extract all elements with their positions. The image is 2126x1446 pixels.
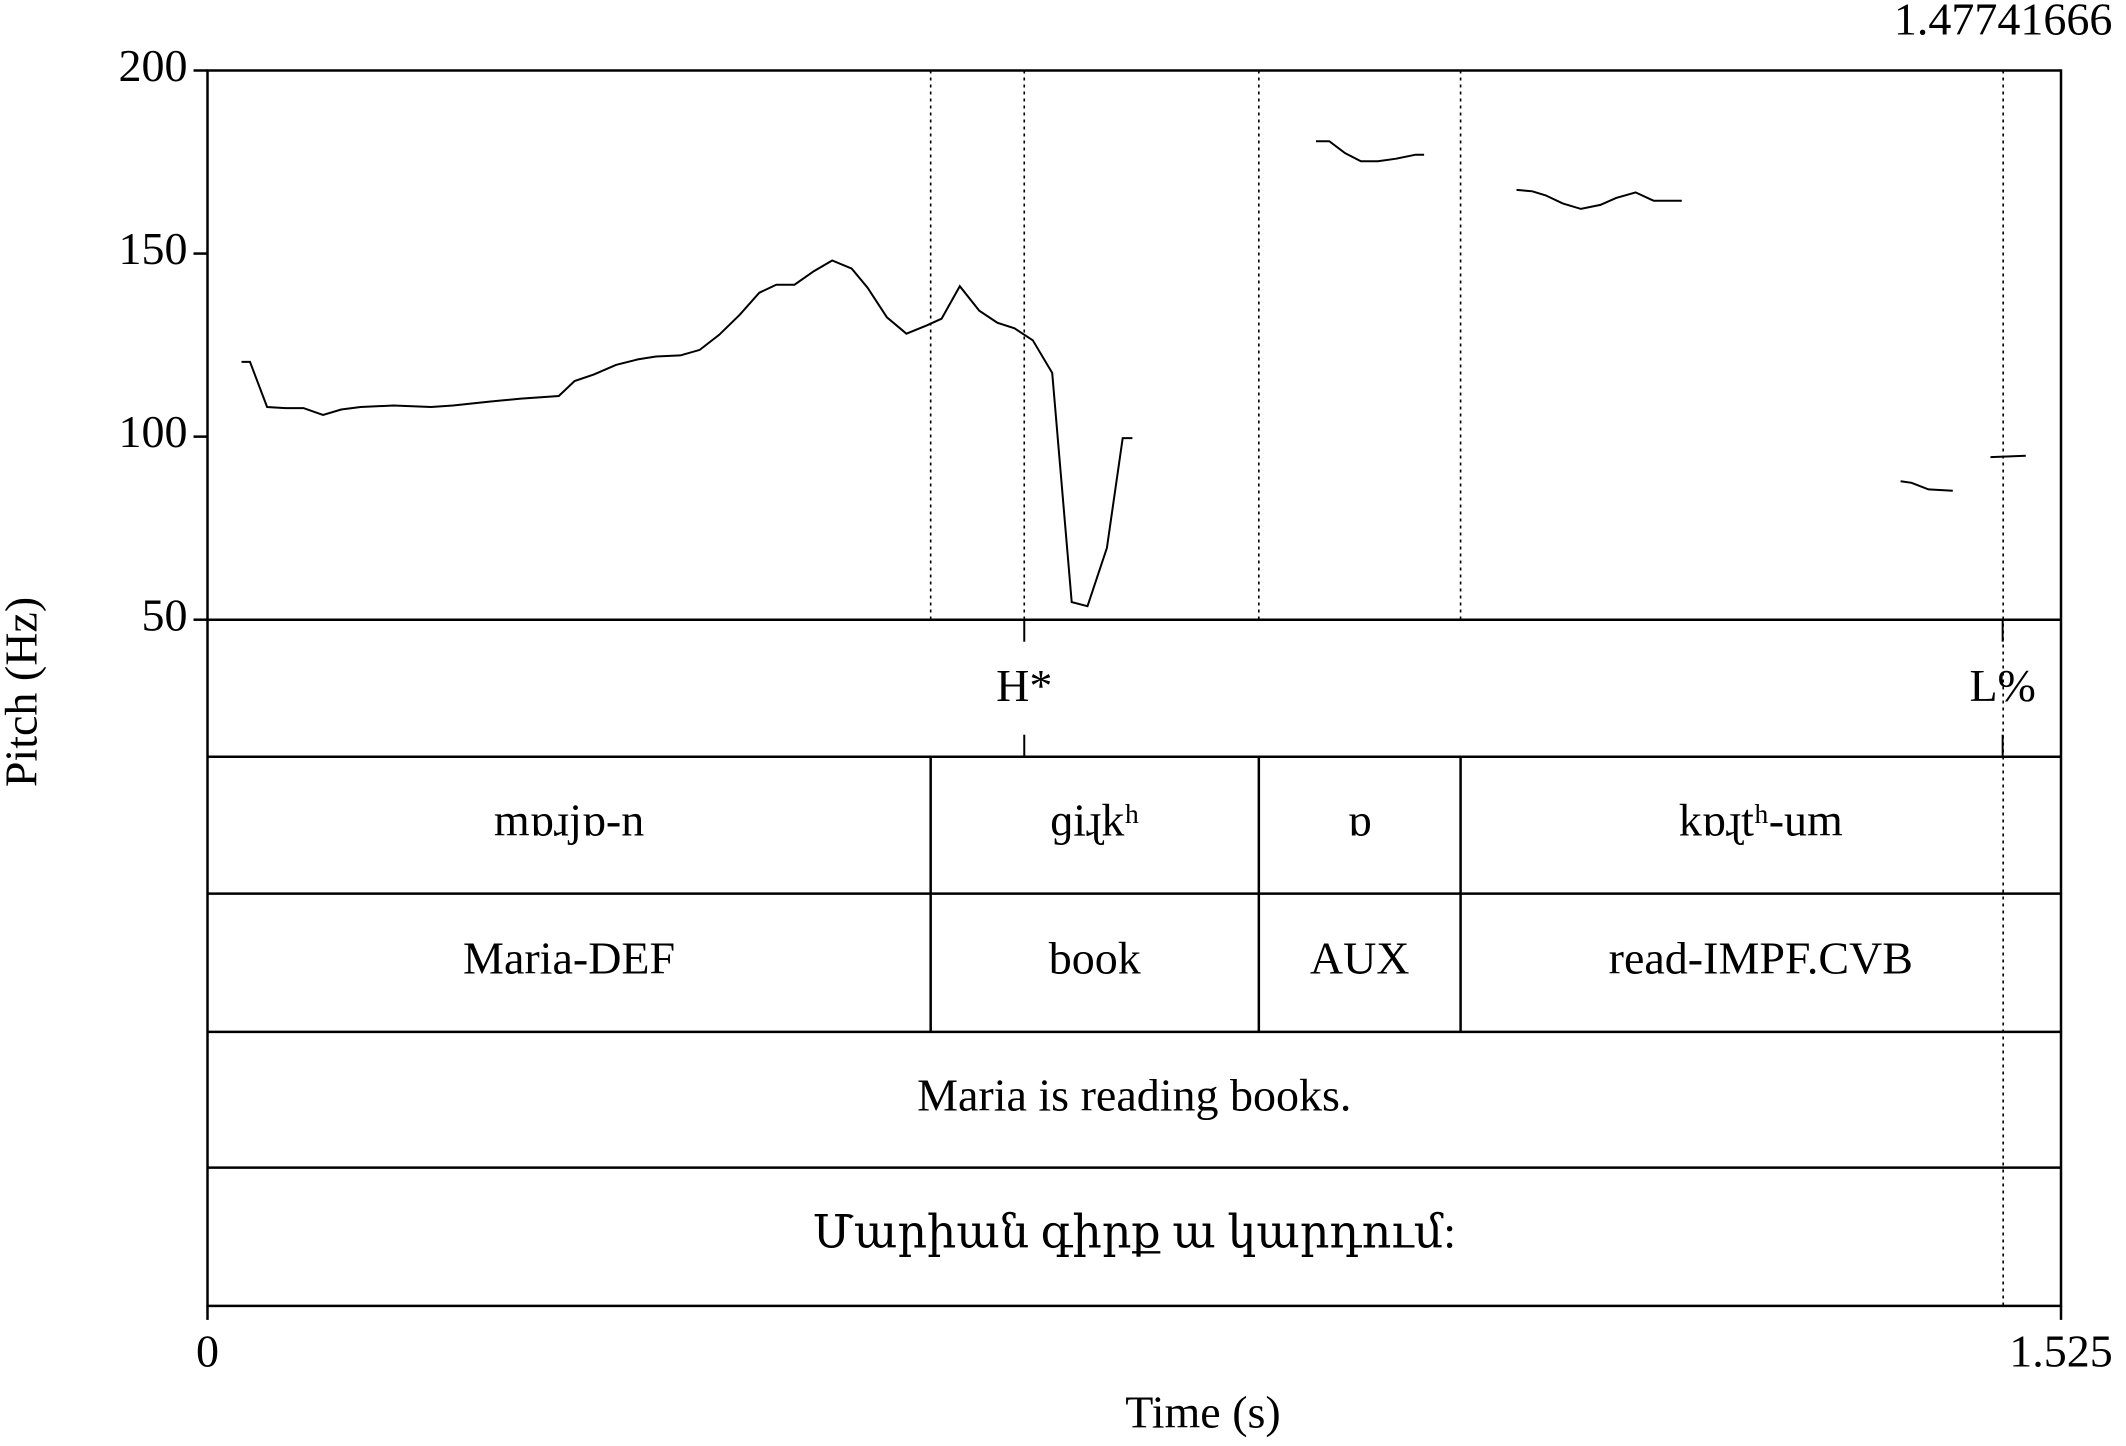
pitch-contour (241, 259, 1133, 608)
interval-label: mɒɹjɒ-n (494, 795, 644, 846)
y-tick-label: 200 (119, 40, 188, 91)
interval-label: book (1049, 932, 1141, 983)
x-tick-label: 1.525 (2009, 1325, 2113, 1376)
plot-frame (206, 69, 2063, 1308)
x-tick-label: 0 (196, 1325, 219, 1376)
interval-label: ɒ (1348, 795, 1372, 846)
y-tick-label: 100 (119, 406, 188, 457)
x-axis-label: Time (s) (1125, 1387, 1281, 1438)
tone-label: H* (996, 660, 1052, 711)
interval-label: Մարիան գիրք ա կարդում: (813, 1206, 1456, 1257)
interval-label: ɡiɻkʰ (1050, 795, 1139, 846)
interval-label: Maria is reading books. (917, 1069, 1351, 1120)
pitch-contour (1316, 140, 1425, 163)
interval-label: kɒɻtʰ-um (1679, 795, 1843, 846)
y-tick-label: 50 (142, 589, 188, 640)
interval-label: AUX (1310, 932, 1410, 983)
interval-label: Maria-DEF (463, 932, 675, 983)
y-tick-label: 150 (119, 223, 188, 274)
pitch-contour (1900, 480, 1953, 492)
y-axis-label: Pitch (Hz) (0, 597, 47, 787)
cursor-label: 1.47741666 (1894, 0, 2113, 45)
interval-label: read-IMPF.CVB (1609, 932, 1913, 983)
pitch-contour (1516, 188, 1682, 210)
pitch-contour (1990, 454, 2026, 459)
